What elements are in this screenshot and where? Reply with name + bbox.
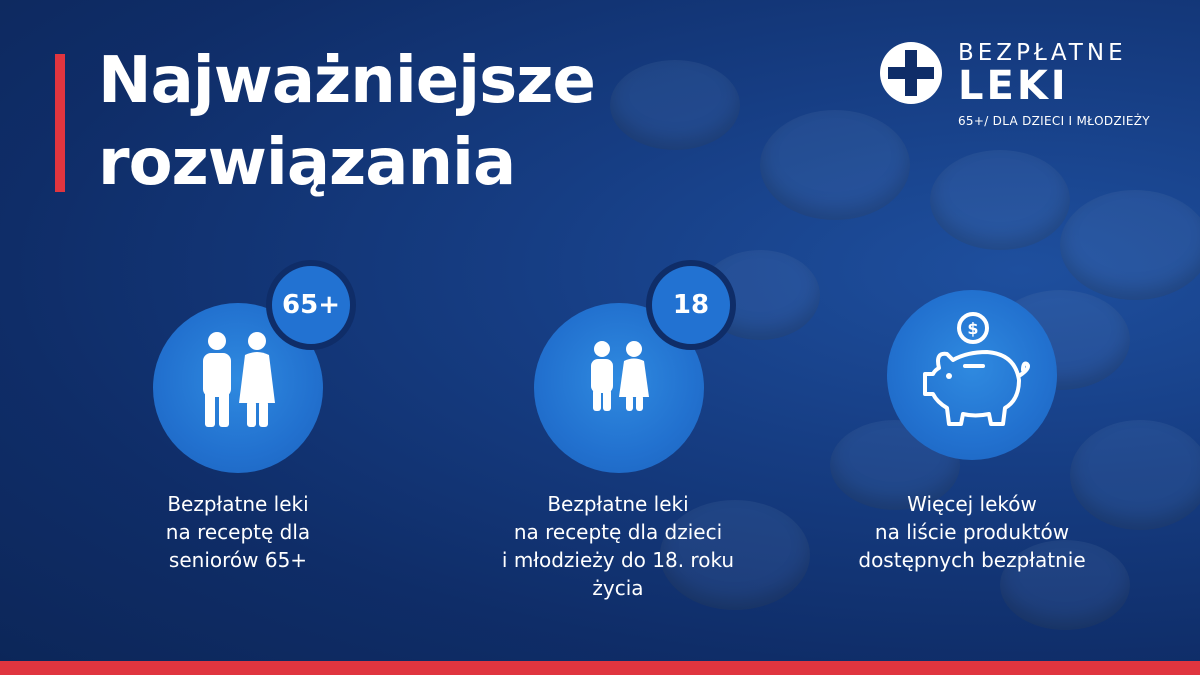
medical-cross-icon bbox=[880, 42, 942, 104]
brand-logo: BEZPŁATNE LEKI 65+/ DLA DZIECI I MŁODZIE… bbox=[880, 40, 1170, 135]
caption-line: seniorów 65+ bbox=[168, 548, 308, 572]
savings-circle: $ bbox=[887, 290, 1057, 460]
seniors-age-badge: 65+ bbox=[266, 260, 356, 350]
logo-text-top: BEZPŁATNE bbox=[958, 40, 1127, 66]
caption-line: na liście produktów bbox=[874, 520, 1070, 544]
title-accent-bar bbox=[55, 54, 65, 192]
title-line-2: rozwiązania bbox=[98, 126, 516, 200]
seniors-caption: Bezpłatne leki na receptę dla seniorów 6… bbox=[88, 490, 388, 574]
logo-text-main: LEKI bbox=[958, 63, 1069, 109]
title-line-1: Najważniejsze bbox=[98, 44, 596, 118]
page-title: Najważniejsze rozwiązania bbox=[98, 40, 596, 204]
caption-line: życia bbox=[592, 576, 644, 600]
logo-text-sub: 65+/ DLA DZIECI I MŁODZIEŻY bbox=[958, 114, 1150, 128]
children-age-badge: 18 bbox=[646, 260, 736, 350]
children-circle bbox=[534, 303, 704, 473]
piggy-bank-icon: $ bbox=[923, 312, 1030, 426]
children-caption: Bezpłatne leki na receptę dla dzieci i m… bbox=[468, 490, 768, 602]
children-icon bbox=[591, 341, 649, 411]
savings-caption: Więcej leków na liście produktów dostępn… bbox=[822, 490, 1122, 574]
caption-line: na receptę dla dzieci bbox=[513, 520, 723, 544]
caption-line: na receptę dla bbox=[165, 520, 311, 544]
seniors-couple-icon bbox=[203, 332, 275, 427]
caption-line: Bezpłatne leki bbox=[547, 492, 689, 516]
svg-text:$: $ bbox=[967, 319, 978, 338]
caption-line: dostępnych bezpłatnie bbox=[858, 548, 1086, 572]
caption-line: Bezpłatne leki bbox=[167, 492, 309, 516]
bottom-accent-bar bbox=[0, 661, 1200, 675]
caption-line: i młodzieży do 18. roku bbox=[501, 548, 735, 572]
caption-line: Więcej leków bbox=[907, 492, 1037, 516]
